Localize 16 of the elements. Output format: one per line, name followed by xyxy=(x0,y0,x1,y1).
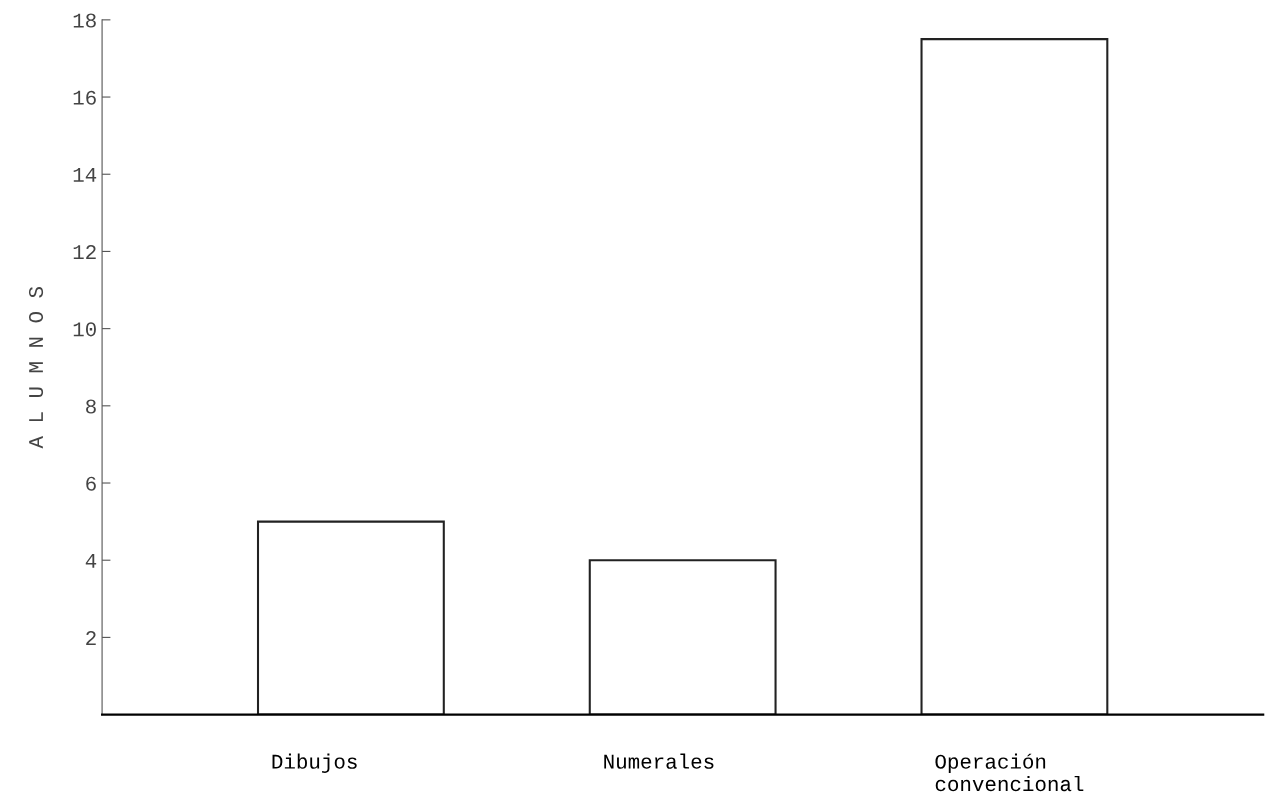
y-tick-label: 16 xyxy=(73,90,96,105)
bar xyxy=(256,520,445,715)
y-tick-label: 4 xyxy=(85,554,97,568)
y-tick-label: 12 xyxy=(73,245,96,259)
y-tick-label: 8 xyxy=(86,399,96,414)
y-tick-label: 18 xyxy=(73,13,96,28)
bar xyxy=(920,38,1109,715)
x-tick-label: Dibujos xyxy=(272,753,357,773)
y-axis-title: A L U M N O S xyxy=(28,287,44,449)
x-tick-label: Operación convencional xyxy=(935,753,1084,792)
x-tick-label: Numerales xyxy=(604,753,714,769)
bar xyxy=(588,559,777,715)
y-tick-label: 6 xyxy=(86,476,96,491)
y-tick-label: 10 xyxy=(73,322,96,337)
y-tick-label: 2 xyxy=(86,631,96,645)
y-tick-label: 14 xyxy=(73,168,97,182)
